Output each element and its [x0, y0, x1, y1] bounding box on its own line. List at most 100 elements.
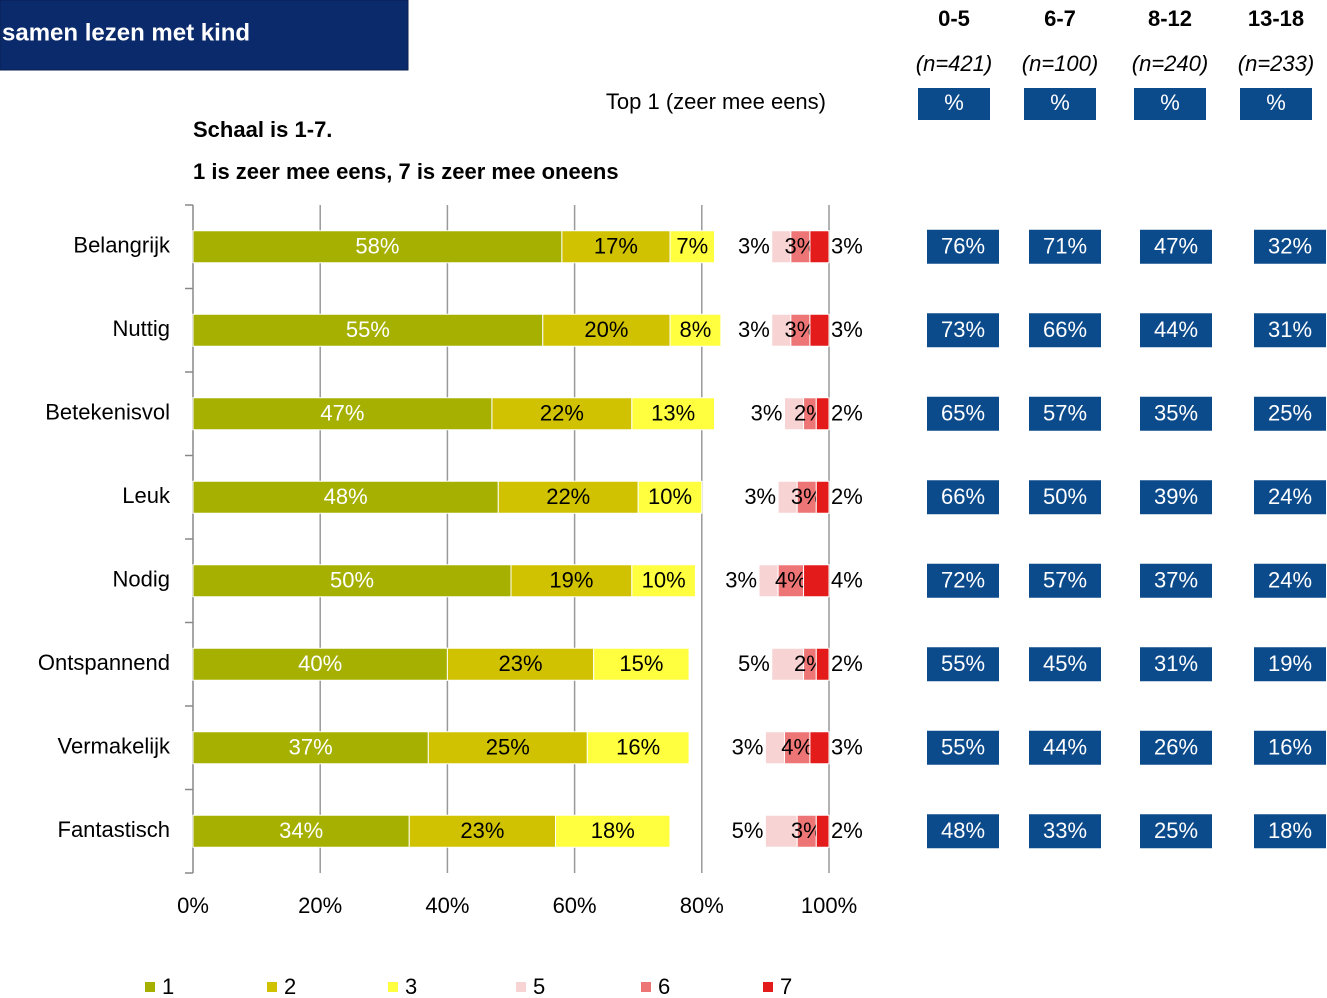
value-box — [1254, 814, 1326, 849]
value-box — [1029, 563, 1101, 598]
column-unit: % — [1050, 90, 1070, 115]
table-cell: 19% — [1268, 651, 1312, 676]
table-cell: 24% — [1268, 568, 1312, 593]
value-label: 2% — [831, 484, 863, 509]
table-cell: 50% — [1043, 484, 1087, 509]
value-label: 20% — [584, 317, 628, 342]
value-label: 25% — [486, 735, 530, 760]
value-label: 3% — [744, 484, 776, 509]
unit-box — [1240, 88, 1312, 120]
legend-label: 2 — [284, 974, 296, 998]
value-box — [1254, 480, 1326, 515]
table-cell: 33% — [1043, 818, 1087, 843]
value-label: 3% — [831, 317, 863, 342]
value-box — [1140, 229, 1212, 264]
value-label: 13% — [651, 401, 695, 426]
table-cell: 55% — [941, 735, 985, 760]
value-label: 2% — [831, 818, 863, 843]
value-label: 7% — [676, 234, 708, 259]
bar-segment — [803, 564, 830, 598]
value-label: 23% — [460, 818, 504, 843]
table-cell: 72% — [941, 568, 985, 593]
value-box — [1140, 814, 1212, 849]
category-label: Belangrijk — [73, 233, 171, 258]
bar-segment — [561, 230, 671, 264]
banner-title: samen lezen met kind — [2, 19, 250, 46]
value-label: 22% — [540, 401, 584, 426]
value-box — [1029, 229, 1101, 264]
bar-segment — [809, 731, 830, 765]
value-box — [927, 730, 999, 765]
legend-label: 7 — [780, 974, 792, 998]
value-box — [927, 563, 999, 598]
bar-segment — [593, 647, 690, 681]
table-title: Top 1 (zeer mee eens) — [606, 89, 826, 114]
value-box — [1140, 647, 1212, 682]
x-tick-label: 80% — [680, 893, 724, 918]
table-cell: 37% — [1154, 568, 1198, 593]
category-label: Ontspannend — [38, 650, 170, 675]
value-box — [1140, 313, 1212, 348]
table-cell: 71% — [1043, 234, 1087, 259]
legend-label: 1 — [162, 974, 174, 998]
bar-segment — [192, 647, 448, 681]
bar-segment — [491, 397, 633, 431]
column-group: 0-5 — [938, 6, 970, 31]
category-label: Leuk — [122, 483, 171, 508]
value-label: 17% — [594, 234, 638, 259]
legend-swatch — [267, 982, 277, 992]
value-label: 2% — [831, 401, 863, 426]
legend-swatch — [145, 982, 155, 992]
value-label: 2% — [831, 651, 863, 676]
value-label: 3% — [831, 234, 863, 259]
unit-box — [918, 88, 990, 120]
legend-label: 3 — [405, 974, 417, 998]
bar-segment — [446, 647, 595, 681]
value-label: 58% — [355, 234, 399, 259]
column-unit: % — [1160, 90, 1180, 115]
bar-segment — [192, 731, 429, 765]
value-box — [1029, 396, 1101, 431]
bar-segment — [669, 313, 722, 347]
category-label: Nuttig — [113, 316, 170, 341]
subtitle: 1 is zeer mee eens, 7 is zeer mee oneens — [193, 159, 619, 184]
x-tick-label: 100% — [801, 893, 857, 918]
unit-box — [1024, 88, 1096, 120]
value-box — [1140, 730, 1212, 765]
table-cell: 32% — [1268, 234, 1312, 259]
value-label: 4% — [831, 568, 863, 593]
legend-label: 6 — [658, 974, 670, 998]
column-unit: % — [1266, 90, 1286, 115]
value-label: 23% — [499, 651, 543, 676]
table-cell: 44% — [1154, 317, 1198, 342]
bar-segment — [542, 313, 671, 347]
value-box — [1254, 229, 1326, 264]
bar-segment — [631, 564, 696, 598]
banner — [0, 0, 409, 71]
bar-segment — [809, 230, 830, 264]
bar-segment — [815, 397, 830, 431]
legend-swatch — [388, 982, 398, 992]
bar-segment — [637, 480, 703, 514]
table-cell: 48% — [941, 818, 985, 843]
value-label: 40% — [298, 651, 342, 676]
value-label: 50% — [330, 568, 374, 593]
value-label: 3% — [732, 735, 764, 760]
column-n: (n=233) — [1238, 51, 1314, 76]
legend-swatch — [641, 982, 651, 992]
value-label: 10% — [648, 484, 692, 509]
value-box — [1254, 313, 1326, 348]
category-label: Nodig — [113, 567, 170, 592]
x-tick-label: 20% — [298, 893, 342, 918]
table-cell: 25% — [1268, 401, 1312, 426]
value-label: 4% — [781, 735, 813, 760]
table-cell: 18% — [1268, 818, 1312, 843]
value-box — [1029, 730, 1101, 765]
value-box — [927, 313, 999, 348]
value-box — [1029, 313, 1101, 348]
bar-segment — [192, 230, 563, 264]
bar-segment — [669, 230, 716, 264]
value-label: 37% — [289, 735, 333, 760]
category-label: Betekenisvol — [45, 400, 170, 425]
subtitle: Schaal is 1-7. — [193, 117, 332, 142]
